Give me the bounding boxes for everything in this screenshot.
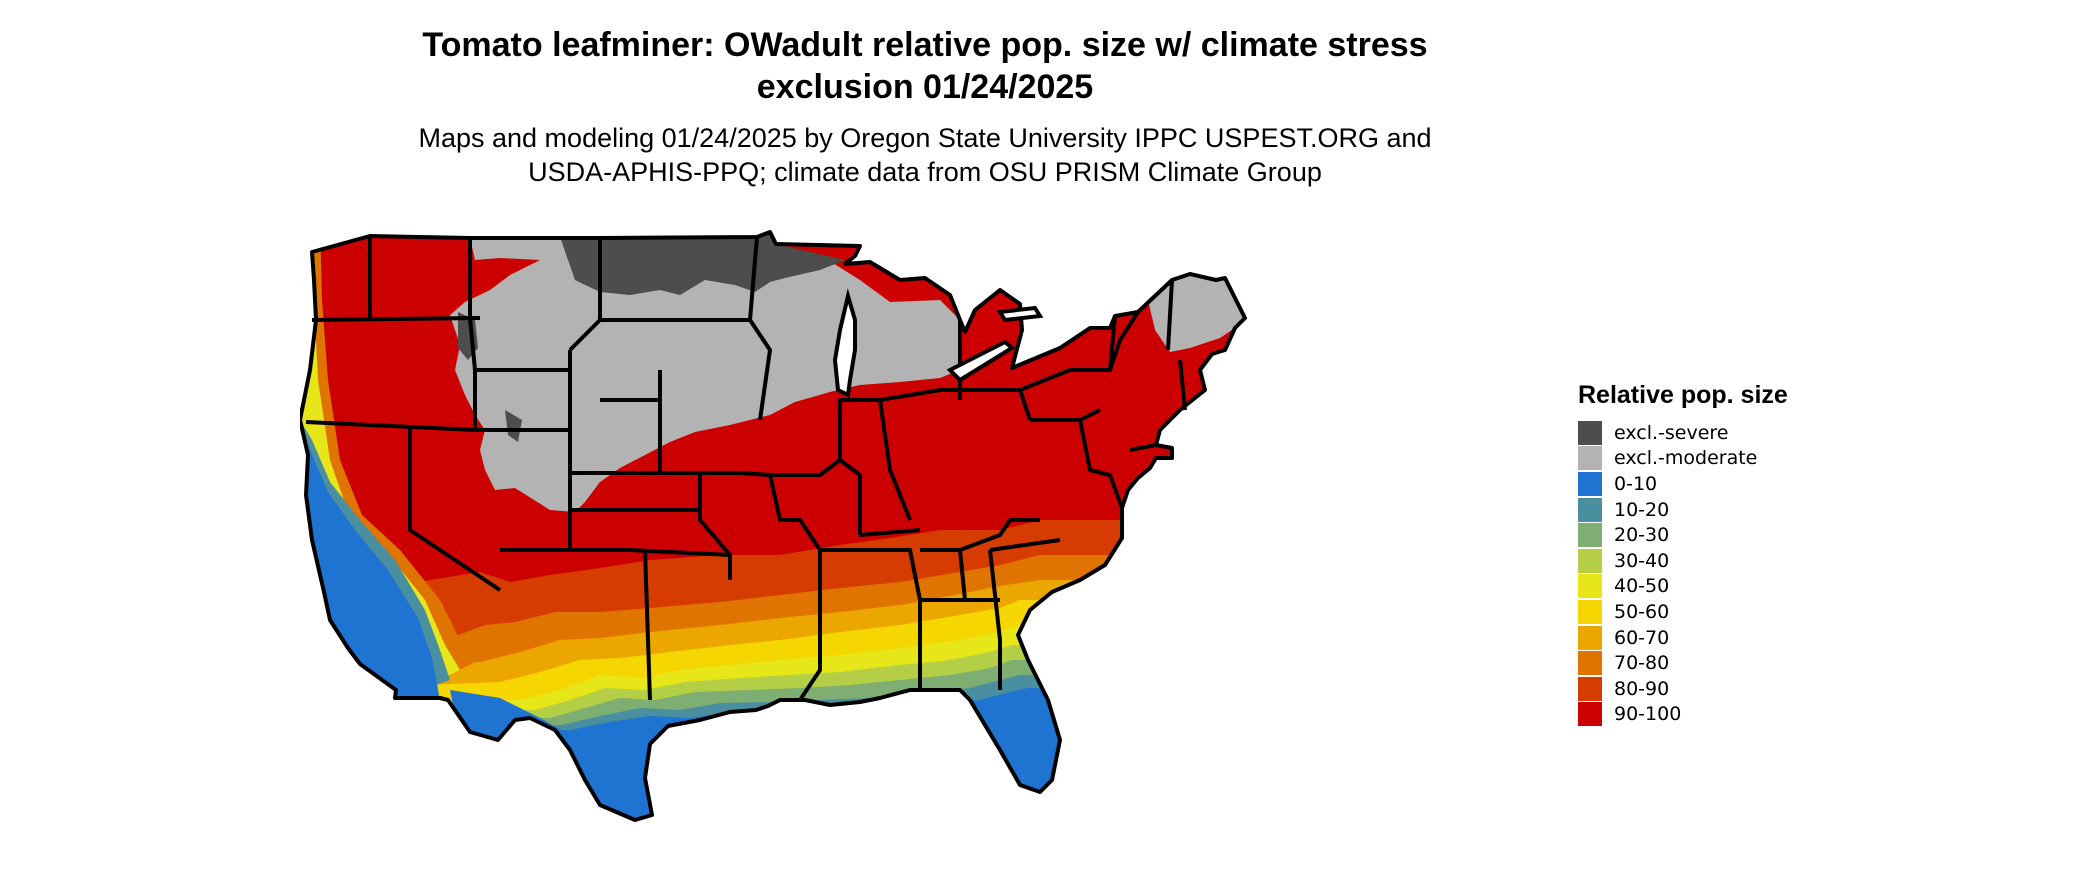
legend-swatch bbox=[1578, 548, 1602, 573]
legend-swatch bbox=[1578, 523, 1602, 548]
legend-swatch bbox=[1578, 446, 1602, 471]
legend-label: 20-30 bbox=[1614, 524, 1670, 547]
subtitle-line-2: USDA-APHIS-PPQ; climate data from OSU PR… bbox=[528, 157, 1322, 187]
lake-michigan bbox=[832, 288, 857, 399]
legend-item: 30-40 bbox=[1578, 548, 1788, 574]
legend-item: 0-10 bbox=[1578, 471, 1788, 497]
legend-swatch bbox=[1578, 574, 1602, 599]
legend: Relative pop. size excl.-severe excl.-mod… bbox=[1578, 380, 1788, 727]
legend-swatch bbox=[1578, 471, 1602, 496]
title-line-2: exclusion 01/24/2025 bbox=[756, 68, 1094, 106]
state-boundaries bbox=[300, 230, 1247, 822]
legend-item: excl.-severe bbox=[1578, 420, 1788, 446]
legend-label: 0-10 bbox=[1614, 472, 1658, 495]
legend-swatch bbox=[1578, 497, 1602, 522]
legend-swatch bbox=[1578, 420, 1602, 445]
legend-item: 10-20 bbox=[1578, 497, 1788, 523]
legend-label: 10-20 bbox=[1614, 498, 1670, 521]
legend-item: 60-70 bbox=[1578, 625, 1788, 651]
lake-erie bbox=[946, 339, 1016, 383]
map-subtitle: Maps and modeling 01/24/2025 by Oregon S… bbox=[0, 121, 1850, 189]
legend-label: 70-80 bbox=[1614, 652, 1670, 675]
legend-items: excl.-severe excl.-moderate 0-10 10-20 20-30… bbox=[1578, 420, 1788, 727]
legend-item: 50-60 bbox=[1578, 599, 1788, 625]
map-title: Tomato leafminer: OWadult relative pop. … bbox=[0, 24, 1850, 108]
legend-item: 70-80 bbox=[1578, 650, 1788, 676]
legend-item: 80-90 bbox=[1578, 676, 1788, 702]
us-map bbox=[300, 230, 1247, 822]
legend-swatch bbox=[1578, 702, 1602, 727]
legend-label: excl.-moderate bbox=[1614, 447, 1758, 470]
legend-label: 60-70 bbox=[1614, 626, 1670, 649]
legend-label: 80-90 bbox=[1614, 677, 1670, 700]
legend-swatch bbox=[1578, 625, 1602, 650]
legend-title: Relative pop. size bbox=[1578, 381, 1788, 409]
subtitle-line-1: Maps and modeling 01/24/2025 by Oregon S… bbox=[418, 123, 1432, 153]
legend-label: 40-50 bbox=[1614, 575, 1670, 598]
population-zones bbox=[300, 232, 1245, 820]
legend-swatch bbox=[1578, 599, 1602, 624]
legend-item: 20-30 bbox=[1578, 522, 1788, 548]
title-line-1: Tomato leafminer: OWadult relative pop. … bbox=[422, 26, 1428, 64]
legend-label: excl.-severe bbox=[1614, 421, 1729, 444]
legend-swatch bbox=[1578, 676, 1602, 701]
legend-item: 40-50 bbox=[1578, 574, 1788, 600]
lake-ontario bbox=[996, 305, 1044, 323]
legend-item: 90-100 bbox=[1578, 702, 1788, 728]
legend-label: 30-40 bbox=[1614, 549, 1670, 572]
legend-label: 90-100 bbox=[1614, 703, 1682, 726]
legend-item: excl.-moderate bbox=[1578, 446, 1788, 472]
legend-label: 50-60 bbox=[1614, 600, 1670, 623]
legend-swatch bbox=[1578, 651, 1602, 676]
